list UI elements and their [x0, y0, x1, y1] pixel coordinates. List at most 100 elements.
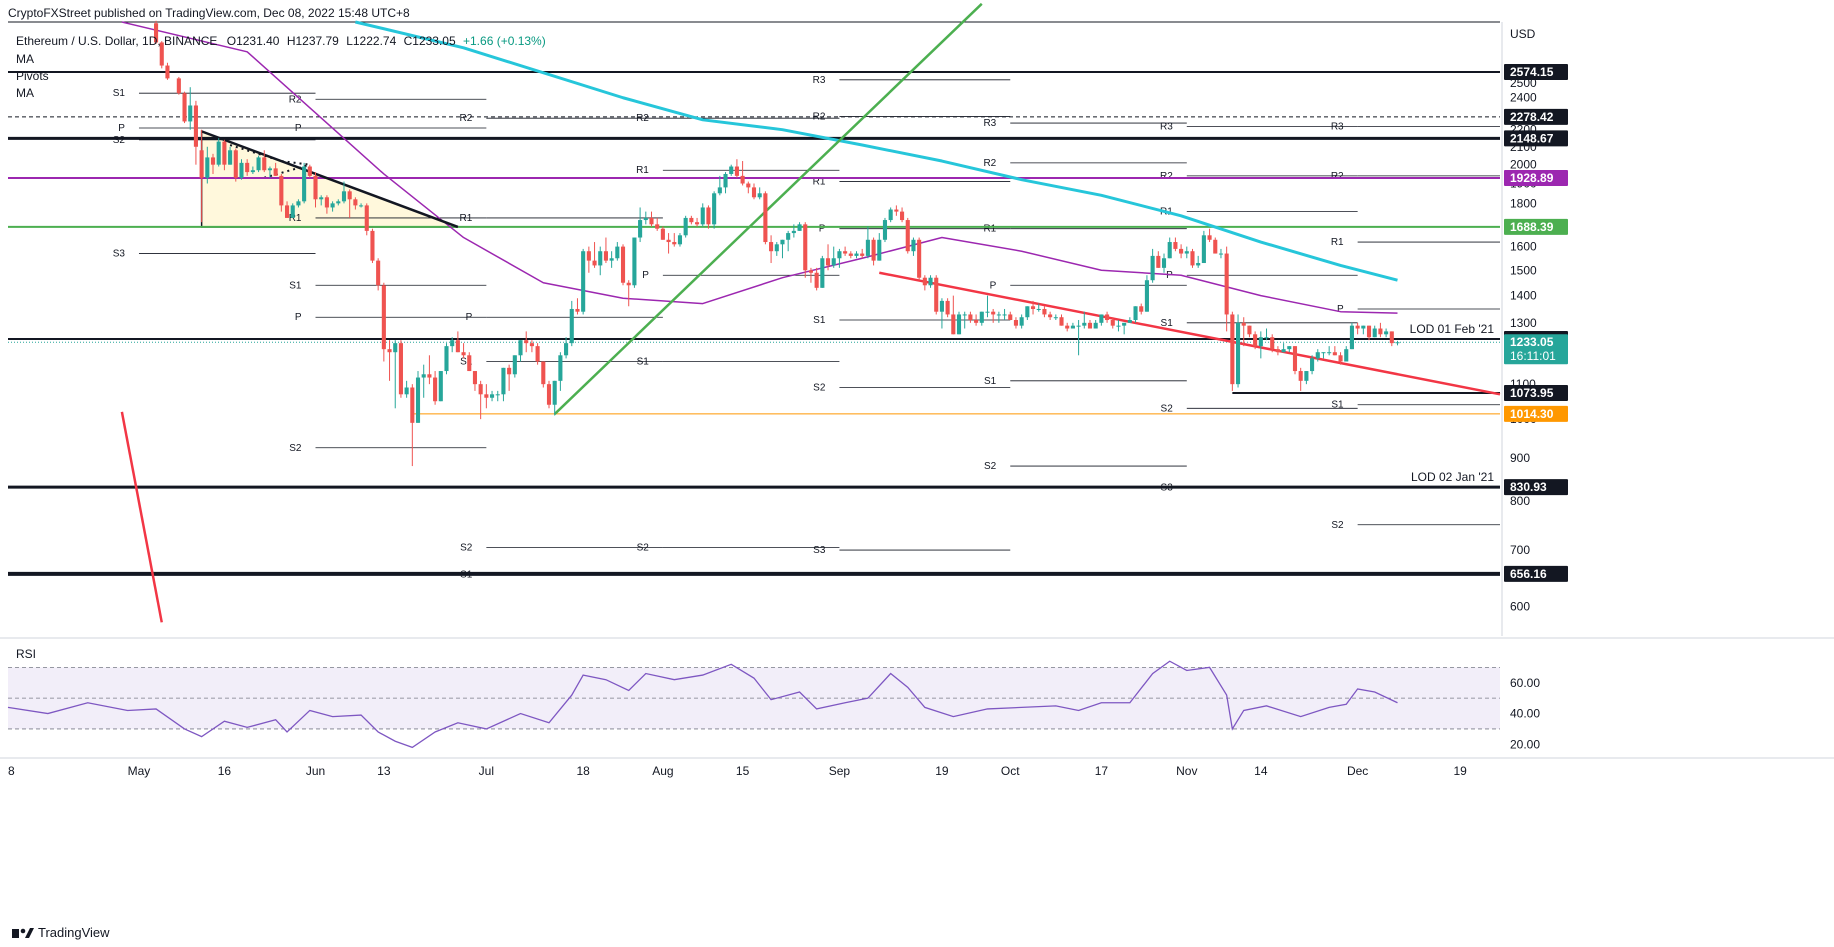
price-axis-layer: 6007008009001000110012001300140015001600… — [1504, 27, 1568, 614]
candle-body — [256, 157, 261, 171]
candle-body — [1338, 355, 1343, 362]
candle-body — [484, 394, 489, 398]
price-mark-label-0: 2574.15 — [1510, 65, 1554, 79]
price-tick-1400: 1400 — [1510, 289, 1537, 303]
candle-body — [763, 193, 768, 243]
pivot-label-3-2: P — [642, 270, 649, 281]
candle-body — [518, 340, 523, 356]
price-mark-bg-7 — [1504, 384, 1568, 401]
candle-body — [1093, 322, 1098, 329]
price-tick-2000: 2000 — [1510, 158, 1537, 172]
candle-body — [683, 217, 688, 236]
candle-body — [1184, 251, 1189, 254]
dotted-resistance — [229, 144, 310, 166]
candle-body — [393, 343, 398, 353]
candle-body — [376, 260, 381, 286]
price-tick-1500: 1500 — [1510, 263, 1537, 277]
candle-body — [894, 209, 899, 212]
candle-body — [1315, 352, 1320, 359]
publish-line: CryptoFXStreet published on TradingView.… — [8, 6, 410, 20]
level-label-5: LOD 01 Feb '21 — [1410, 322, 1495, 336]
candle-body — [216, 141, 221, 165]
candle-body — [330, 203, 335, 208]
price-mark-bg-9 — [1504, 479, 1568, 496]
rsi-tick-60: 60.00 — [1510, 676, 1540, 690]
candle-body — [1161, 258, 1167, 268]
pivot-label-5-0: R3 — [983, 118, 996, 129]
candle-body — [541, 361, 546, 385]
candle-body — [290, 205, 295, 218]
candle-body — [740, 175, 745, 184]
candle-body — [695, 222, 700, 225]
candle-body — [512, 355, 517, 375]
candle-body — [1384, 331, 1389, 335]
candle-body — [638, 220, 643, 238]
candle-body — [552, 380, 557, 405]
candle-body — [797, 224, 802, 231]
trend-lines-layer — [120, 2, 1501, 623]
pivot-label-0-1: P — [118, 123, 125, 134]
time-tick-9: Sep — [829, 764, 851, 778]
candle-body — [1013, 320, 1019, 326]
candle-body — [233, 150, 238, 178]
candle-body — [1019, 317, 1024, 326]
indicator-ma-2[interactable]: MA — [16, 86, 34, 100]
candle-body — [222, 141, 227, 165]
candle-body — [979, 311, 984, 323]
rsi-tick-20: 20.00 — [1510, 737, 1540, 751]
tradingview-footer[interactable]: TradingView — [12, 925, 110, 940]
candle-body — [302, 166, 307, 202]
candle-body — [182, 93, 187, 122]
candle-body — [751, 187, 757, 198]
price-mark-bg-10 — [1504, 565, 1568, 582]
price-mark-label-9: 830.93 — [1510, 480, 1547, 494]
candle-body — [1201, 235, 1206, 264]
pivot-label-4-4: S1 — [813, 315, 826, 326]
candle-body — [592, 260, 597, 266]
candle-body — [1264, 337, 1269, 339]
candle-body — [1122, 322, 1127, 326]
candle-body — [672, 242, 677, 245]
candle-body — [1253, 334, 1258, 347]
candle-body — [1190, 251, 1195, 266]
candle-body — [1036, 308, 1041, 310]
candle-body — [569, 308, 574, 344]
candle-body — [939, 300, 944, 312]
candle-body — [273, 168, 278, 176]
candle-body — [1042, 308, 1047, 315]
candle-body — [1127, 320, 1132, 323]
candle-body — [245, 162, 250, 173]
candle-body — [1070, 325, 1075, 329]
candle-body — [341, 191, 347, 202]
trend-line-green-0 — [553, 2, 983, 415]
indicator-ma-1[interactable]: MA — [16, 52, 34, 66]
pivot-label-1-0: R2 — [289, 94, 302, 105]
price-mark-bg-2 — [1504, 130, 1568, 147]
candle-body — [324, 197, 329, 208]
candle-body — [433, 377, 438, 402]
candle-body — [854, 253, 859, 256]
candle-body — [951, 314, 956, 335]
time-tick-16: 19 — [1453, 764, 1467, 778]
candle-body — [1002, 314, 1007, 316]
candle-body — [1275, 349, 1280, 353]
candle-body — [284, 205, 290, 218]
candle-body — [501, 367, 506, 395]
time-tick-14: 14 — [1254, 764, 1268, 778]
candle-body — [267, 168, 273, 171]
pivot-label-1-4: P — [295, 312, 302, 323]
candle-body — [279, 175, 284, 206]
candle-body — [359, 205, 364, 207]
candle-body — [370, 230, 375, 261]
pivot-label-2-3: S1 — [460, 357, 473, 368]
candle-body — [307, 166, 312, 176]
candle-body — [347, 191, 352, 200]
candle-body — [444, 346, 449, 372]
candle-body — [404, 387, 409, 395]
candle-body — [478, 384, 483, 395]
indicator-pivots[interactable]: Pivots — [16, 69, 49, 83]
candle-body — [729, 166, 734, 174]
level-label-6: LOD 02 Jan '21 — [1411, 470, 1494, 484]
candle-body — [193, 105, 198, 147]
